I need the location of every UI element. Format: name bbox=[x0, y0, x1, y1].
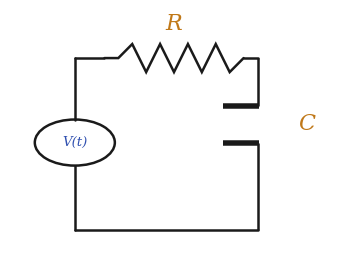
Text: C: C bbox=[298, 113, 315, 135]
Text: R: R bbox=[166, 13, 182, 35]
Text: V(t): V(t) bbox=[62, 136, 87, 149]
